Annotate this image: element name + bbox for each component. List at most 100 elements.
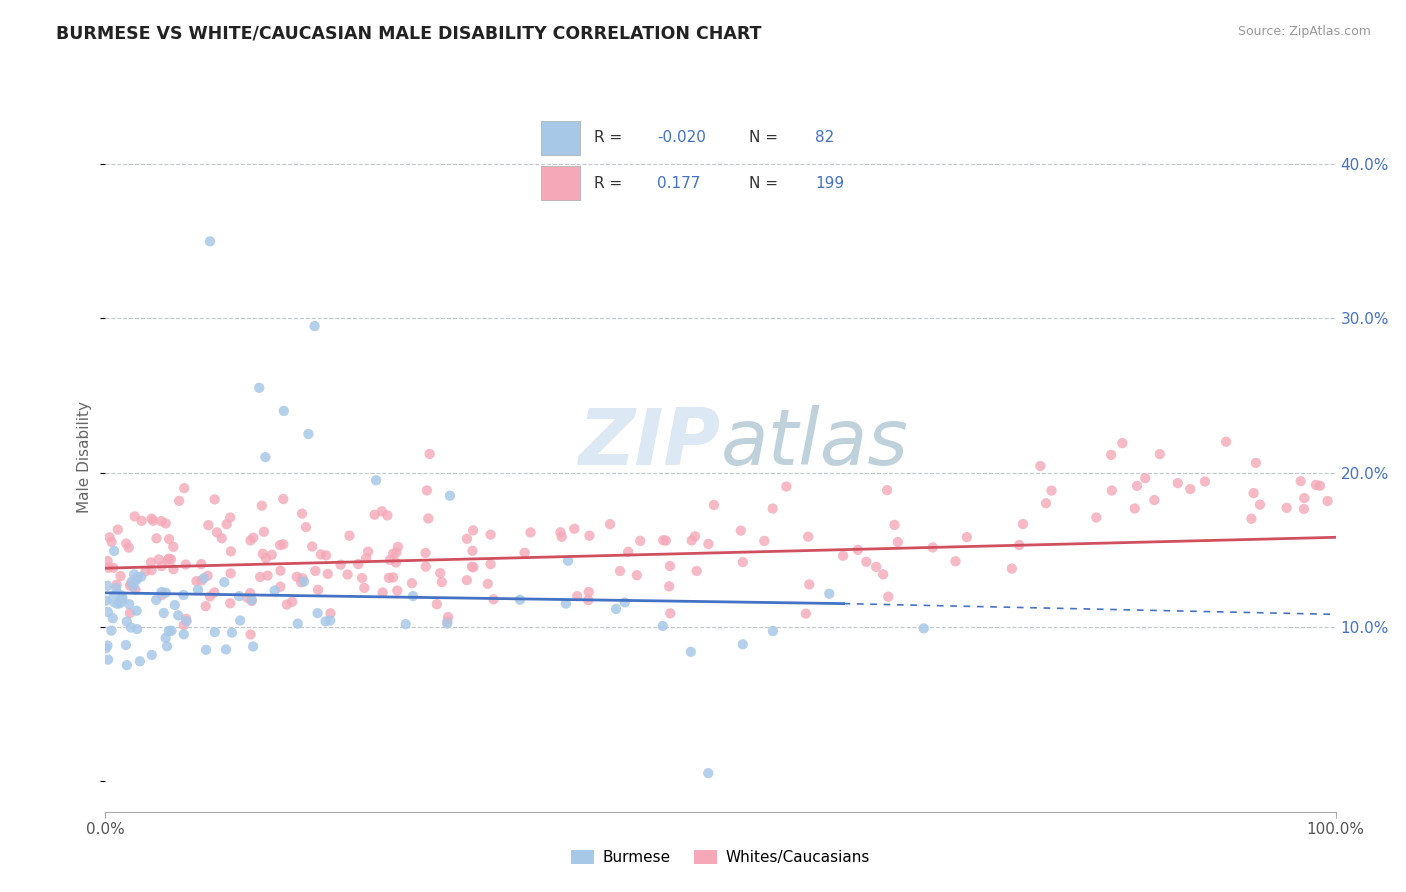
Point xyxy=(127,622,149,636)
Point xyxy=(336,567,359,582)
Point xyxy=(124,582,146,597)
Point xyxy=(150,588,173,602)
Point xyxy=(683,529,706,543)
Point xyxy=(651,619,673,633)
Point xyxy=(357,544,380,558)
Point xyxy=(145,593,167,607)
Point xyxy=(754,533,776,548)
Point xyxy=(339,528,361,542)
Point xyxy=(479,527,502,541)
Point xyxy=(385,546,408,560)
Point xyxy=(253,524,276,539)
Point xyxy=(371,585,394,599)
Point xyxy=(354,551,377,566)
Point xyxy=(150,514,173,528)
Point xyxy=(215,517,238,532)
Point xyxy=(762,624,785,638)
Point xyxy=(555,597,578,611)
Point xyxy=(96,554,118,568)
Point xyxy=(270,564,292,578)
Point xyxy=(124,509,146,524)
Point xyxy=(613,595,636,609)
Point xyxy=(156,639,179,653)
Point xyxy=(160,552,183,566)
Point xyxy=(204,492,226,507)
Point xyxy=(173,588,195,602)
Point xyxy=(387,583,409,598)
Point xyxy=(97,560,120,574)
Point xyxy=(101,611,124,625)
Point xyxy=(198,235,221,249)
Point xyxy=(148,552,170,566)
Point xyxy=(1244,456,1267,470)
Point xyxy=(402,589,425,603)
Point xyxy=(160,624,183,638)
Point xyxy=(697,537,720,551)
Point xyxy=(415,559,437,574)
Point xyxy=(142,514,165,528)
Point xyxy=(190,574,212,588)
Point xyxy=(416,483,439,498)
Point xyxy=(173,627,195,641)
Text: 82: 82 xyxy=(815,130,835,145)
Point xyxy=(319,607,342,621)
Point xyxy=(103,544,125,558)
Point xyxy=(249,570,271,584)
Point xyxy=(167,493,190,508)
Point xyxy=(387,540,409,554)
Point xyxy=(281,595,304,609)
Point xyxy=(329,558,352,572)
Point xyxy=(477,576,499,591)
Point xyxy=(271,537,294,551)
Point xyxy=(155,631,177,645)
Point xyxy=(461,559,484,574)
Point xyxy=(107,592,129,607)
Point xyxy=(94,641,117,656)
Point xyxy=(214,575,236,590)
Point xyxy=(1289,474,1312,488)
Point xyxy=(252,547,274,561)
Point xyxy=(96,639,118,653)
Point xyxy=(426,597,449,611)
Point xyxy=(219,596,242,610)
Point xyxy=(1194,475,1216,489)
Point xyxy=(103,561,125,575)
Point xyxy=(239,533,262,548)
Point xyxy=(461,543,484,558)
Point xyxy=(1143,493,1166,508)
Point xyxy=(482,592,505,607)
Point xyxy=(186,574,208,588)
Point xyxy=(202,585,225,599)
Point xyxy=(111,591,134,605)
Point xyxy=(236,591,259,605)
Bar xyxy=(541,167,579,200)
Point xyxy=(576,593,599,607)
Point xyxy=(562,522,585,536)
Text: R =: R = xyxy=(593,176,627,191)
Point xyxy=(832,549,855,563)
Point xyxy=(304,564,326,578)
Point xyxy=(197,518,219,533)
Point xyxy=(437,610,460,624)
Point xyxy=(731,555,754,569)
Point xyxy=(605,602,627,616)
Point xyxy=(115,638,138,652)
Point xyxy=(956,530,979,544)
Text: N =: N = xyxy=(748,130,783,145)
Point xyxy=(366,473,388,487)
Text: 199: 199 xyxy=(815,176,845,191)
Point xyxy=(163,598,186,612)
Point xyxy=(219,510,242,524)
Point xyxy=(415,546,437,560)
Point xyxy=(254,551,277,566)
Point xyxy=(557,554,579,568)
Point xyxy=(456,532,478,546)
Point xyxy=(659,607,682,621)
Point xyxy=(110,569,132,583)
Point xyxy=(96,579,118,593)
Text: -0.020: -0.020 xyxy=(658,130,706,145)
Text: ZIP: ZIP xyxy=(578,405,721,481)
Point xyxy=(395,617,418,632)
Point xyxy=(703,498,725,512)
Point xyxy=(295,520,318,534)
